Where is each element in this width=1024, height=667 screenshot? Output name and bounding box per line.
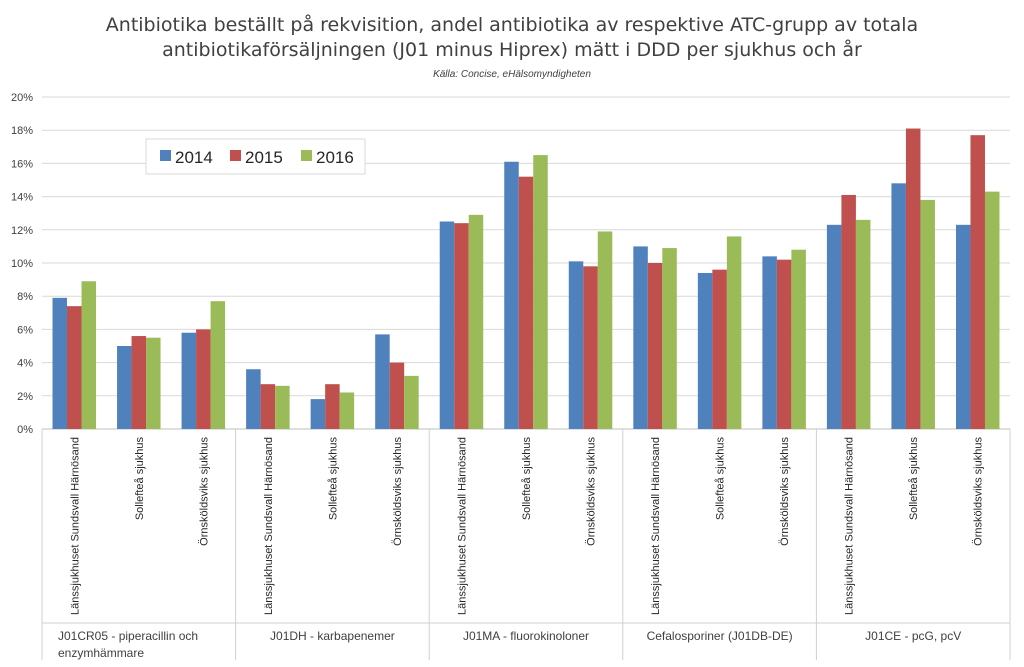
bar-2015 [970, 135, 985, 429]
y-tick-label: 20% [11, 92, 33, 104]
bar-2016 [726, 236, 742, 429]
bar-2016 [984, 191, 1000, 429]
legend-box [145, 138, 366, 175]
category-label: Örnsköldsviks sjukhus [198, 437, 210, 546]
bar-2014 [310, 399, 326, 429]
group-label: J01CR05 - piperacillin och [58, 629, 198, 643]
bar-2014 [375, 334, 390, 429]
bar-2014 [762, 256, 777, 429]
bar-2015 [583, 266, 598, 429]
bar-2016 [81, 281, 97, 429]
y-tick-label: 18% [11, 125, 33, 137]
bar-2016 [275, 385, 290, 429]
bar-2016 [404, 375, 419, 429]
bar-2014 [955, 224, 971, 429]
bar-2015 [905, 128, 921, 430]
legend-label: 2016 [316, 148, 354, 167]
y-tick-label: 14% [11, 192, 33, 204]
y-tick-label: 12% [11, 225, 33, 237]
bar-2014 [181, 332, 197, 429]
category-label: Örnsköldsviks sjukhus [973, 437, 985, 546]
group-label: J01CE - pcG, pcV [865, 629, 961, 643]
bar-2016 [533, 155, 548, 429]
bar-2014 [52, 297, 68, 429]
y-tick-label: 8% [17, 291, 33, 303]
bar-2014 [826, 224, 842, 429]
category-label: Sollefteå sjukhus [715, 437, 727, 521]
bar-2016 [791, 249, 806, 429]
bar-2016 [210, 301, 226, 429]
bar-2015 [712, 269, 727, 429]
legend-swatch-2015 [230, 150, 241, 161]
category-label: Sollefteå sjukhus [908, 437, 920, 521]
bar-2016 [468, 214, 484, 429]
bar-2015 [325, 384, 340, 429]
category-label: Sollefteå sjukhus [134, 437, 146, 521]
bar-2014 [891, 183, 906, 429]
bar-2015 [776, 259, 792, 429]
bar-2016 [855, 219, 871, 429]
group-label: Cefalosporiner (J01DB-DE) [647, 629, 793, 643]
bar-2014 [504, 161, 519, 430]
bar-2016 [146, 337, 161, 429]
category-label: Örnsköldsviks sjukhus [392, 437, 404, 546]
category-label: Länssjukhuset Sundsvall Härnösand [650, 437, 662, 615]
bar-2014 [246, 369, 261, 429]
category-label: Länssjukhuset Sundsvall Härnösand [263, 437, 275, 615]
bar-2015 [67, 306, 82, 429]
category-label: Länssjukhuset Sundsvall Härnösand [456, 437, 468, 615]
bar-2014 [568, 261, 584, 429]
group-label: enzymhämmare [58, 646, 144, 660]
group-label: J01DH - karbapenemer [270, 629, 395, 643]
legend-label: 2015 [245, 148, 283, 167]
bar-2015 [389, 362, 405, 429]
category-label: Örnsköldsviks sjukhus [586, 437, 598, 546]
y-tick-label: 4% [17, 358, 33, 370]
legend: 2014 2015 2016 [145, 138, 366, 175]
bar-2015 [841, 194, 856, 429]
category-label: Länssjukhuset Sundsvall Härnösand [69, 437, 81, 615]
bar-2015 [131, 336, 147, 429]
bar-2014 [117, 346, 132, 429]
bar-2014 [697, 272, 713, 429]
y-tick-label: 16% [11, 158, 33, 170]
legend-swatch-2016 [301, 150, 312, 161]
bar-2015 [454, 223, 469, 429]
category-label: Sollefteå sjukhus [521, 437, 533, 521]
y-tick-label: 2% [17, 391, 33, 403]
bar-2015 [196, 329, 211, 429]
category-label: Örnsköldsviks sjukhus [779, 437, 791, 546]
category-label: Sollefteå sjukhus [327, 437, 339, 521]
bar-2014 [439, 221, 455, 429]
legend-swatch-2014 [160, 150, 171, 161]
bar-2015 [647, 263, 663, 429]
bar-2016 [597, 231, 613, 429]
bar-2016 [920, 199, 935, 429]
category-label: Länssjukhuset Sundsvall Härnösand [844, 437, 856, 615]
y-tick-label: 10% [11, 258, 33, 270]
bar-2016 [339, 392, 355, 429]
bar-2015 [518, 176, 534, 429]
group-label: J01MA - fluorokinoloner [463, 629, 589, 643]
chart-subtitle: Källa: Concise, eHälsomyndigheten [433, 69, 591, 80]
legend-label: 2014 [175, 148, 213, 167]
bar-2016 [662, 248, 677, 429]
chart-title-line: Antibiotika beställt på rekvisition, and… [106, 13, 918, 36]
chart-title-line: antibiotikaförsäljningen (J01 minus Hipr… [162, 38, 862, 61]
bar-2014 [633, 246, 648, 429]
bar-2015 [260, 384, 276, 429]
y-tick-label: 0% [17, 424, 33, 436]
y-tick-label: 6% [17, 324, 33, 336]
